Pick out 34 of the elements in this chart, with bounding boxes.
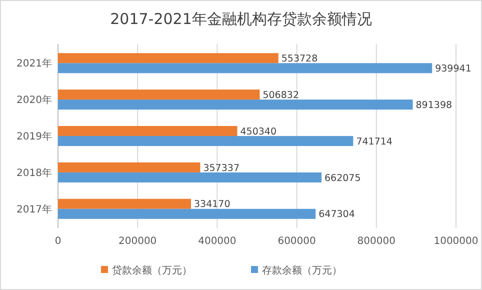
bar	[58, 90, 260, 100]
x-tick-label: 800000	[357, 236, 396, 247]
bar	[58, 100, 413, 110]
data-label: 662075	[324, 172, 361, 184]
data-label: 450340	[240, 126, 276, 138]
y-tick-label: 2018年	[16, 166, 52, 179]
y-tick-label: 2017年	[16, 203, 52, 216]
data-label: 891398	[416, 100, 452, 111]
bar	[58, 208, 316, 219]
x-tick-label: 200000	[118, 236, 157, 247]
legend-label: 贷款余额（万元）	[112, 264, 192, 276]
bar	[58, 53, 278, 64]
data-label: 939941	[435, 63, 472, 74]
y-tick-label: 2020年	[16, 94, 52, 106]
data-label: 334170	[194, 199, 230, 210]
bar	[58, 136, 354, 146]
bar	[58, 172, 322, 182]
data-label: 357337	[203, 162, 240, 174]
y-tick-label: 2019年	[16, 130, 52, 142]
bar	[58, 198, 191, 209]
bar	[58, 162, 200, 172]
data-label: 506832	[262, 90, 299, 101]
bar	[58, 126, 238, 136]
x-tick-label: 600000	[278, 236, 316, 247]
data-label: 741714	[356, 136, 392, 148]
x-tick-label: 400000	[198, 236, 236, 247]
x-tick-label: 0	[54, 236, 62, 247]
y-tick-label: 2021年	[16, 58, 52, 70]
bar	[58, 63, 432, 74]
chart-title: 2017-2021年金融机构存贷款余额情况	[110, 10, 372, 28]
legend-label: 存款余额（万元）	[262, 264, 342, 276]
data-label: 647304	[318, 209, 355, 220]
data-label: 553728	[281, 53, 318, 64]
x-tick-label: 1000000	[434, 236, 478, 247]
